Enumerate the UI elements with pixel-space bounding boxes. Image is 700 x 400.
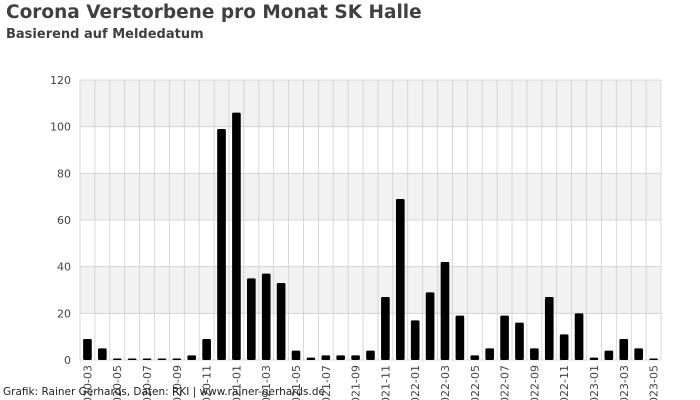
bar <box>83 339 92 360</box>
bar <box>142 358 152 360</box>
bar <box>276 283 286 360</box>
x-tick-label: 2022-01 <box>409 365 422 400</box>
bar <box>247 278 256 360</box>
bar <box>232 112 241 361</box>
bar <box>619 339 629 360</box>
bar <box>440 262 450 360</box>
x-tick-label: 2022-11 <box>558 365 571 400</box>
bar <box>559 334 569 360</box>
bar <box>410 320 420 360</box>
bar <box>291 350 301 360</box>
y-axis-ticks: 0 20 40 60 80 100 120 <box>50 74 71 367</box>
bar <box>604 350 614 360</box>
bar <box>351 355 360 360</box>
y-tick-label: 40 <box>57 261 71 274</box>
x-tick-label: 2021-05 <box>290 365 303 400</box>
bar <box>172 358 182 360</box>
x-tick-label: 2022-05 <box>469 365 482 400</box>
chart-title: Corona Verstorbene pro Monat SK Halle <box>6 2 422 23</box>
y-tick-label: 80 <box>57 167 71 180</box>
horizontal-gridlines <box>80 79 661 361</box>
bar <box>470 355 480 360</box>
bar <box>634 348 643 360</box>
bar <box>336 355 346 360</box>
y-tick-label: 120 <box>50 74 71 87</box>
x-tick-label: 2021-01 <box>230 365 243 400</box>
bar <box>306 357 316 360</box>
x-tick-label: 2022-09 <box>528 365 541 400</box>
bar <box>455 315 465 360</box>
chart-subtitle: Basierend auf Meldedatum <box>6 27 204 42</box>
x-axis-ticks: 2020-03 2020-05 2020-07 2020-09 2020-11 2021-… <box>81 365 660 400</box>
x-tick-label: 2020-07 <box>141 365 154 400</box>
bar <box>366 350 375 360</box>
bar <box>321 355 331 360</box>
x-tick-label: 2020-09 <box>171 365 184 400</box>
x-tick-label: 2023-03 <box>618 365 631 400</box>
bar <box>187 355 197 360</box>
bar <box>485 348 494 360</box>
bar <box>500 315 509 360</box>
bar <box>98 348 107 360</box>
x-tick-label: 2021-09 <box>350 365 363 400</box>
bar <box>381 297 390 360</box>
bars <box>83 112 658 361</box>
bar <box>515 322 524 360</box>
bar <box>530 348 539 360</box>
x-tick-label: 2020-05 <box>111 365 124 400</box>
bar <box>202 339 211 360</box>
background-bands <box>80 80 661 314</box>
bar <box>425 292 435 360</box>
bar <box>574 313 584 360</box>
bar <box>649 358 658 360</box>
bar <box>395 199 405 360</box>
x-tick-label: 2020-11 <box>201 365 214 400</box>
y-tick-label: 0 <box>64 354 71 367</box>
bar <box>157 358 167 360</box>
source-caption: Grafik: Rainer Gerhards, Daten: RKI | ww… <box>3 386 325 398</box>
x-tick-label: 2023-05 <box>648 365 661 400</box>
x-tick-label: 2021-11 <box>379 365 392 400</box>
bar <box>261 273 271 360</box>
x-tick-label: 2021-03 <box>260 365 273 400</box>
bar <box>589 357 599 360</box>
x-tick-label: 2020-03 <box>81 365 94 400</box>
y-tick-label: 20 <box>57 307 71 320</box>
bar <box>127 358 137 360</box>
x-tick-label: 2022-03 <box>439 365 452 400</box>
bar <box>544 297 554 360</box>
x-tick-label: 2022-07 <box>499 365 512 400</box>
y-tick-label: 100 <box>50 121 71 134</box>
x-tick-label: 2023-01 <box>588 365 601 400</box>
background-band <box>80 266 661 314</box>
bar <box>217 129 226 360</box>
y-tick-label: 60 <box>57 214 71 227</box>
background-band <box>80 173 661 220</box>
bar <box>112 358 122 360</box>
background-band <box>80 80 661 127</box>
x-tick-label: 2021-07 <box>320 365 333 400</box>
